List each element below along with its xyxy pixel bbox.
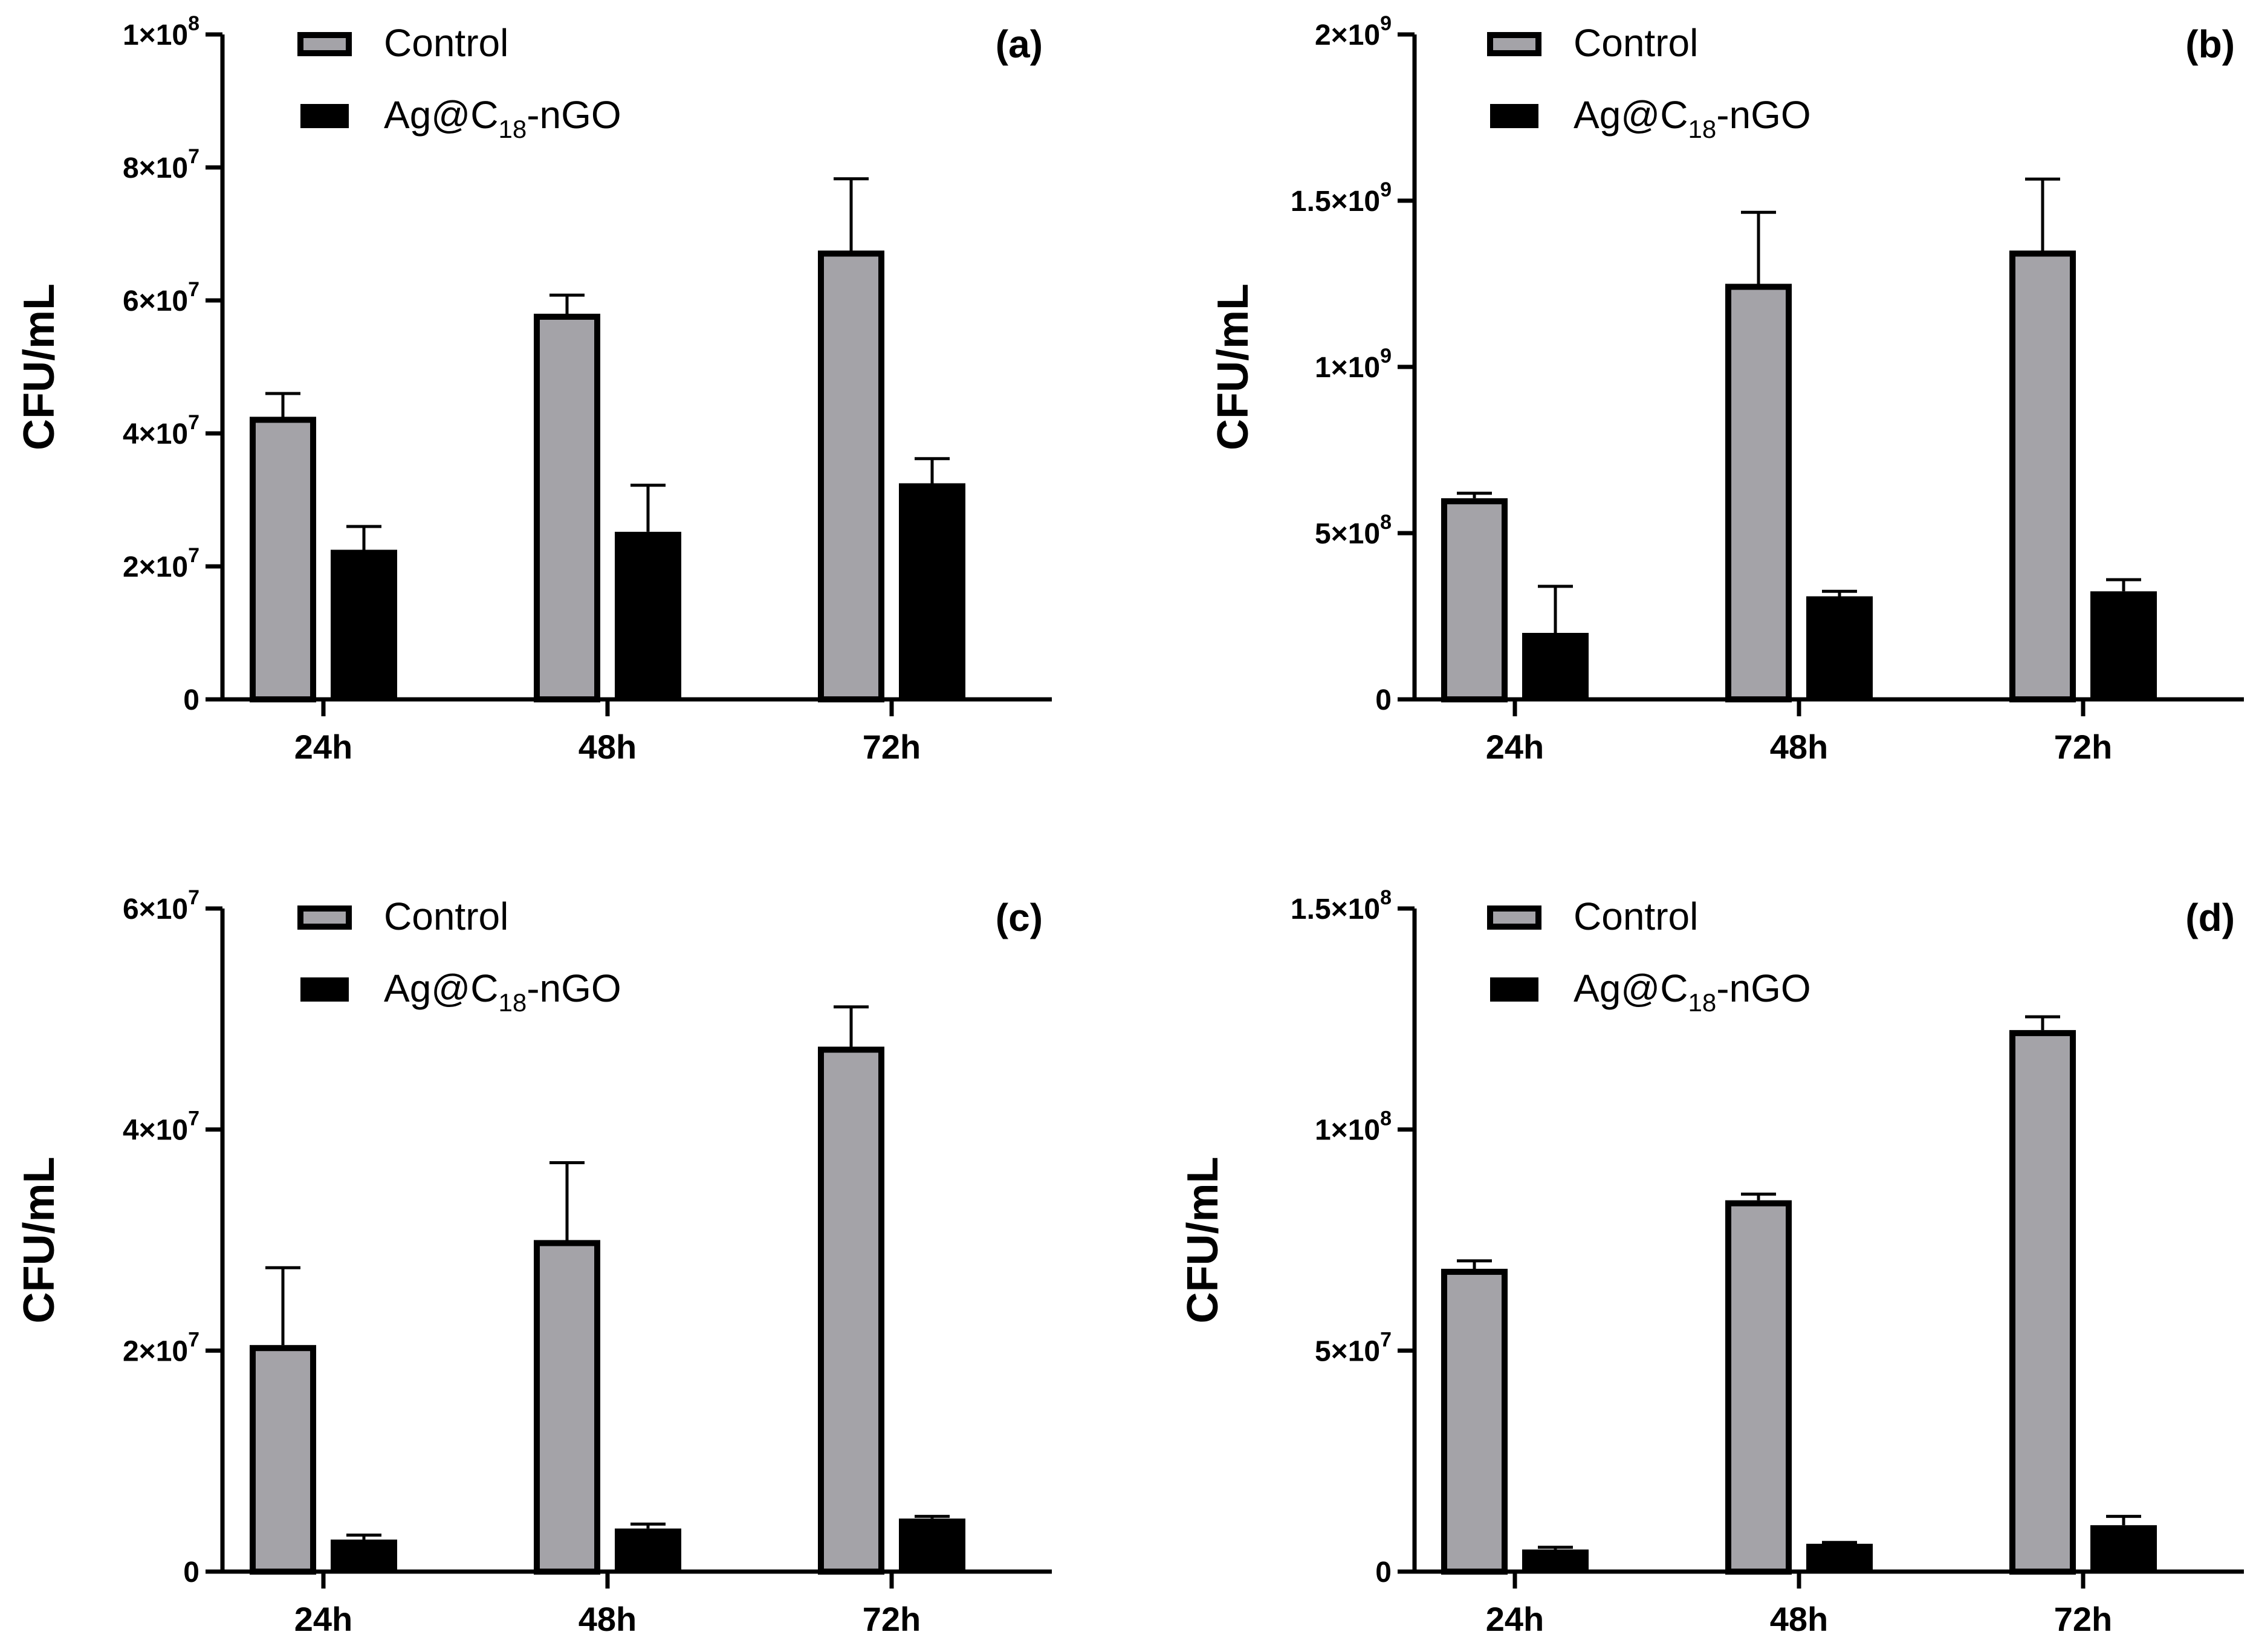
legend-swatch-agc18ngo — [1490, 977, 1538, 1002]
bar-agc18ngo-48h — [615, 1528, 681, 1572]
bar-control-48h — [1725, 1200, 1792, 1575]
y-tick-label: 1×108 — [123, 12, 199, 51]
x-tick-label-48h: 48h — [1770, 728, 1829, 766]
legend-swatch-control — [297, 905, 352, 930]
legend-swatch-agc18ngo — [1490, 104, 1538, 128]
y-tick-label: 0 — [1375, 684, 1392, 716]
legend: Control Ag@C18-nGO — [297, 21, 621, 143]
bar-control-24h — [250, 1345, 316, 1575]
panel-label: (a) — [996, 22, 1043, 66]
y-tick-label: 0 — [183, 684, 199, 716]
y-tick-label: 5×107 — [1315, 1328, 1392, 1367]
panel-label: (d) — [2185, 896, 2235, 939]
y-tick-label: 4×107 — [123, 411, 199, 450]
legend-label-agc18ngo: Ag@C18-nGO — [384, 967, 621, 1017]
y-axis-title: CFU/mL — [15, 283, 63, 450]
y-tick-label: 8×107 — [123, 145, 199, 184]
bar-control-48h — [1725, 283, 1792, 702]
x-tick-label-72h: 72h — [2054, 728, 2113, 766]
y-tick-label: 6×107 — [123, 278, 199, 317]
panel-label: (b) — [2185, 22, 2235, 66]
legend-label-agc18ngo: Ag@C18-nGO — [384, 93, 621, 143]
y-tick-label: 2×107 — [123, 1328, 199, 1367]
legend-label-control: Control — [1574, 895, 1698, 938]
chart-panel-d: 0 5×107 1×108 1.5×108 24h 48h 72h CFU/mL (d) Cont… — [1179, 886, 2244, 1638]
bar-control-72h — [2009, 1030, 2076, 1575]
x-tick-label-72h: 72h — [863, 728, 921, 766]
legend-swatch-control — [1487, 32, 1541, 56]
legend: Control Ag@C18-nGO — [1487, 21, 1811, 143]
y-axis-title: CFU/mL — [1179, 1157, 1227, 1324]
legend-label-control: Control — [384, 21, 508, 65]
y-tick-label: 1×108 — [1315, 1107, 1392, 1147]
x-tick-label-72h: 72h — [863, 1600, 921, 1638]
legend-label-control: Control — [1574, 21, 1698, 65]
y-tick-label: 1×109 — [1315, 345, 1392, 384]
legend-swatch-control — [1487, 905, 1541, 930]
y-tick-label: 1.5×109 — [1291, 178, 1392, 218]
legend-label-control: Control — [384, 895, 508, 938]
x-tick-label-48h: 48h — [579, 728, 637, 766]
y-tick-label: 2×107 — [123, 544, 199, 583]
y-tick-label: 1.5×108 — [1291, 886, 1392, 925]
legend-label-agc18ngo: Ag@C18-nGO — [1574, 967, 1811, 1017]
y-tick-label: 4×107 — [123, 1107, 199, 1147]
x-tick-label-24h: 24h — [1486, 1600, 1545, 1638]
x-tick-label-24h: 24h — [1486, 728, 1545, 766]
bar-agc18ngo-48h — [615, 531, 681, 699]
y-tick-label: 0 — [1375, 1556, 1392, 1589]
bar-control-48h — [534, 1240, 600, 1575]
legend-swatch-control — [297, 32, 352, 56]
y-axis-title: CFU/mL — [15, 1157, 63, 1324]
bar-agc18ngo-24h — [331, 1539, 397, 1572]
bar-control-24h — [1441, 1269, 1508, 1575]
legend: Control Ag@C18-nGO — [297, 895, 621, 1017]
bar-agc18ngo-72h — [2090, 1525, 2157, 1572]
legend-swatch-agc18ngo — [300, 977, 349, 1002]
x-tick-label-24h: 24h — [294, 728, 353, 766]
bar-agc18ngo-72h — [2090, 591, 2157, 699]
bar-control-72h — [2009, 250, 2076, 702]
bar-agc18ngo-24h — [1522, 1549, 1589, 1572]
x-tick-label-48h: 48h — [579, 1600, 637, 1638]
legend-label-agc18ngo: Ag@C18-nGO — [1574, 93, 1811, 143]
bar-agc18ngo-72h — [899, 1518, 965, 1572]
legend: Control Ag@C18-nGO — [1487, 895, 1811, 1017]
bar-control-24h — [250, 416, 316, 702]
bar-control-72h — [818, 250, 884, 702]
panel-label: (c) — [996, 896, 1043, 939]
bar-control-24h — [1441, 498, 1508, 702]
chart-panel-a: 0 2×107 4×107 6×107 8×107 1×108 24h 48h 72h CFU/m… — [15, 12, 1052, 766]
x-tick-label-48h: 48h — [1770, 1600, 1829, 1638]
y-tick-label: 5×108 — [1315, 511, 1392, 550]
chart-panel-c: 0 2×107 4×107 6×107 24h 48h 72h CFU/mL (c) Contro… — [15, 886, 1052, 1638]
y-tick-label: 6×107 — [123, 886, 199, 925]
x-tick-label-24h: 24h — [294, 1600, 353, 1638]
bar-agc18ngo-24h — [331, 549, 397, 699]
y-tick-label: 0 — [183, 1556, 199, 1589]
bar-agc18ngo-48h — [1806, 596, 1873, 699]
bar-control-48h — [534, 314, 600, 702]
bar-agc18ngo-48h — [1806, 1543, 1873, 1572]
bar-agc18ngo-72h — [899, 483, 965, 699]
bar-control-72h — [818, 1046, 884, 1575]
legend-swatch-agc18ngo — [300, 104, 349, 128]
x-tick-label-72h: 72h — [2054, 1600, 2113, 1638]
y-tick-label: 2×109 — [1315, 12, 1392, 51]
y-axis-title: CFU/mL — [1209, 283, 1257, 450]
bar-agc18ngo-24h — [1522, 633, 1589, 699]
chart-panel-b: 0 5×108 1×109 1.5×109 2×109 24h 48h 72h CFU/mL (b… — [1209, 12, 2244, 766]
